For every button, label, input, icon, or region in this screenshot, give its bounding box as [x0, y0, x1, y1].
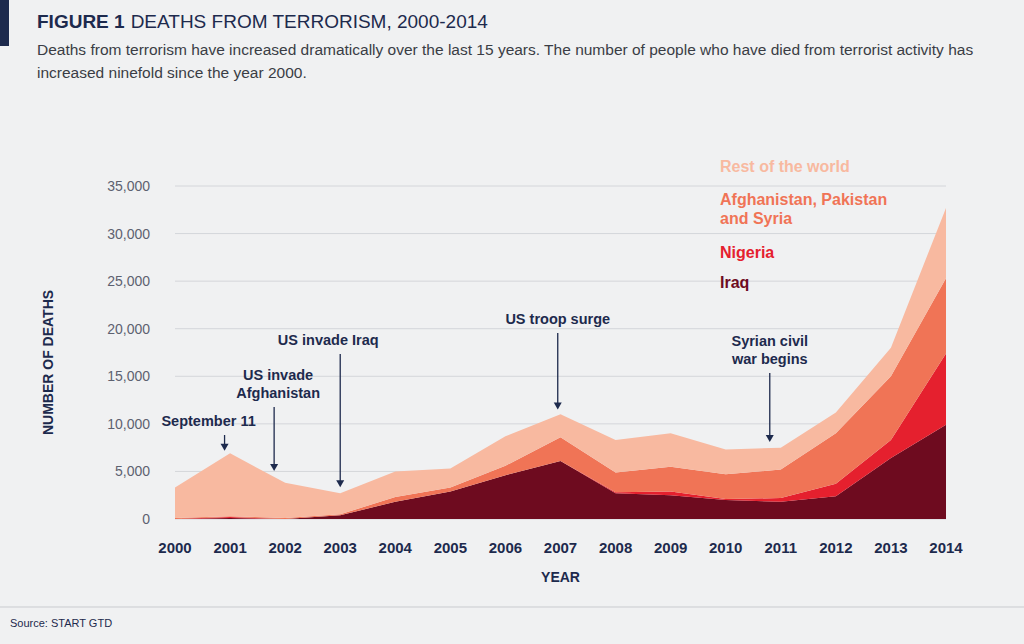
- annotation: US troop surge: [505, 311, 610, 327]
- source: Source: START GTD: [10, 617, 112, 629]
- y-axis-label: NUMBER OF DEATHS: [40, 290, 56, 435]
- x-tick-label: 2008: [599, 539, 632, 556]
- x-tick-label: 2014: [929, 539, 963, 556]
- annotation-arrow: [273, 407, 274, 466]
- annotation-arrow: [340, 354, 341, 482]
- legend-line: Afghanistan, Pakistan: [720, 191, 887, 208]
- legend-line: Nigeria: [720, 244, 774, 261]
- footer-rule: [0, 607, 1024, 608]
- annotation-line: Afghanistan: [236, 385, 320, 401]
- x-tick-label: 2010: [709, 539, 742, 556]
- x-tick-label: 2012: [819, 539, 852, 556]
- legend-line: Rest of the world: [720, 158, 850, 175]
- accent-bar: [0, 0, 9, 46]
- title: FIGURE 1 DEATHS FROM TERRORISM, 2000-2014: [37, 11, 488, 32]
- y-tick-label: 5,000: [115, 463, 150, 479]
- arrow-head: [221, 444, 229, 451]
- legend-line: and Syria: [720, 210, 792, 227]
- annotation: Syrian civil war begins: [731, 333, 808, 367]
- annotation-arrow: [769, 373, 770, 437]
- x-axis-label: YEAR: [541, 569, 580, 585]
- annotation-line: US invade: [243, 367, 313, 383]
- y-tick-label: 10,000: [107, 416, 150, 432]
- grid-line: [175, 233, 946, 234]
- grid: [175, 186, 946, 519]
- x-tick-label: 2004: [379, 539, 413, 556]
- area: [175, 208, 946, 518]
- grid-line: [175, 186, 946, 187]
- annotation: US invade Afghanistan: [236, 367, 320, 401]
- arrow-head: [336, 480, 344, 487]
- figure-label: FIGURE 1: [37, 11, 125, 32]
- legend-entry: Nigeria: [720, 244, 774, 261]
- annotation-line: war begins: [731, 351, 808, 367]
- y-tick-label: 20,000: [107, 321, 150, 337]
- annotation-arrow: [557, 333, 558, 404]
- grid-line: [175, 281, 946, 282]
- x-tick-label: 2011: [765, 539, 798, 556]
- title-text: DEATHS FROM TERRORISM, 2000-2014: [131, 11, 489, 32]
- x-tick-label: 2005: [434, 539, 467, 556]
- x-tick-label: 2000: [158, 539, 191, 556]
- x-tick-label: 2009: [654, 539, 687, 556]
- annotation-line: US troop surge: [505, 311, 610, 327]
- plot-area: [175, 208, 946, 519]
- x-tick-label: 2006: [489, 539, 522, 556]
- x-tick-label: 2007: [544, 539, 577, 556]
- y-tick-label: 35,000: [107, 178, 150, 194]
- y-tick-label: 15,000: [107, 368, 150, 384]
- y-tick-label: 0: [142, 511, 150, 527]
- legend-entry: Iraq: [720, 274, 749, 291]
- annotation: September 11: [161, 413, 255, 429]
- y-tick-label: 30,000: [107, 226, 150, 242]
- arrow-head: [554, 402, 562, 409]
- chart: FIGURE 1 DEATHS FROM TERRORISM, 2000-2014…: [0, 0, 1024, 644]
- x-tick-label: 2013: [874, 539, 907, 556]
- legend-entry: Afghanistan, Pakistan and Syria: [720, 191, 887, 227]
- annotation-line: Syrian civil: [731, 333, 808, 349]
- annotation: US invade Iraq: [278, 332, 379, 348]
- x-tick-label: 2003: [324, 539, 357, 556]
- legend-line: Iraq: [720, 274, 749, 291]
- x-tick-label: 2002: [268, 539, 301, 556]
- grid-line: [175, 328, 946, 329]
- arrow-head: [766, 435, 774, 442]
- subtitle: Deaths from terrorism have increased dra…: [37, 38, 997, 84]
- annotation-line: US invade Iraq: [278, 332, 379, 348]
- area: [175, 278, 946, 519]
- annotation-line: September 11: [161, 413, 255, 429]
- y-tick-label: 25,000: [107, 273, 150, 289]
- arrow-head: [270, 464, 278, 471]
- x-tick-label: 2001: [213, 539, 246, 556]
- legend-entry: Rest of the world: [720, 158, 850, 175]
